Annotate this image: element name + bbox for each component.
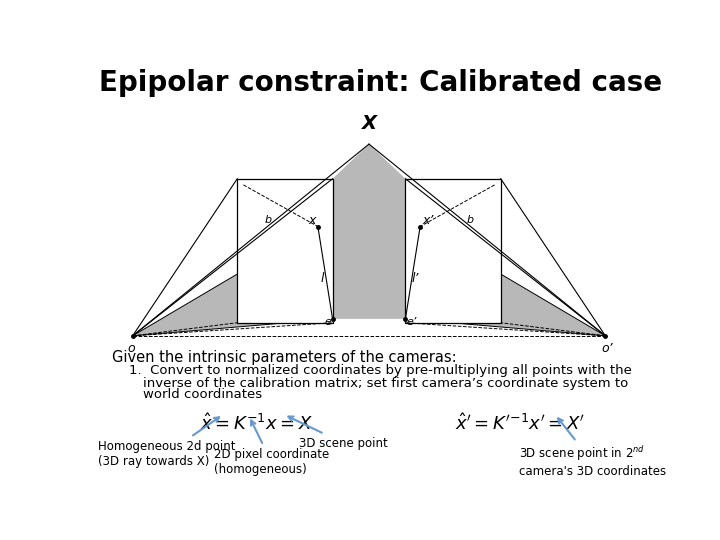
Text: Epipolar constraint: Calibrated case: Epipolar constraint: Calibrated case [99,69,662,97]
Polygon shape [238,179,333,323]
Polygon shape [405,179,500,323]
Text: X: X [361,114,377,133]
Polygon shape [405,226,606,336]
Text: o: o [127,342,135,355]
Text: x: x [308,213,315,226]
Text: 3D scene point: 3D scene point [288,416,388,450]
Text: l’: l’ [412,272,419,285]
Text: 3D scene point in 2$^{nd}$
camera's 3D coordinates: 3D scene point in 2$^{nd}$ camera's 3D c… [518,418,666,478]
Text: world coordinates: world coordinates [143,388,262,401]
Text: l: l [320,272,324,285]
Text: b: b [466,215,473,225]
Text: b: b [265,215,272,225]
Text: o’: o’ [601,342,613,355]
Text: Homogeneous 2d point
(3D ray towards X): Homogeneous 2d point (3D ray towards X) [98,417,235,468]
Text: 1.  Convert to normalized coordinates by pre-multiplying all points with the: 1. Convert to normalized coordinates by … [129,363,631,376]
Polygon shape [333,144,405,319]
Text: $\hat{x}' = K'^{-1}x' = X'$: $\hat{x}' = K'^{-1}x' = X'$ [455,414,585,434]
Text: x’: x’ [423,213,434,226]
Text: e’: e’ [407,318,418,327]
Text: 2D pixel coordinate
(homogeneous): 2D pixel coordinate (homogeneous) [214,421,329,476]
Text: Given the intrinsic parameters of the cameras:: Given the intrinsic parameters of the ca… [112,350,456,364]
Text: e: e [324,318,331,327]
Text: inverse of the calibration matrix; set first camera’s coordinate system to: inverse of the calibration matrix; set f… [143,377,628,390]
Text: $\hat{x} = K^{-1}x = X$: $\hat{x} = K^{-1}x = X$ [200,414,313,434]
Polygon shape [132,226,333,336]
